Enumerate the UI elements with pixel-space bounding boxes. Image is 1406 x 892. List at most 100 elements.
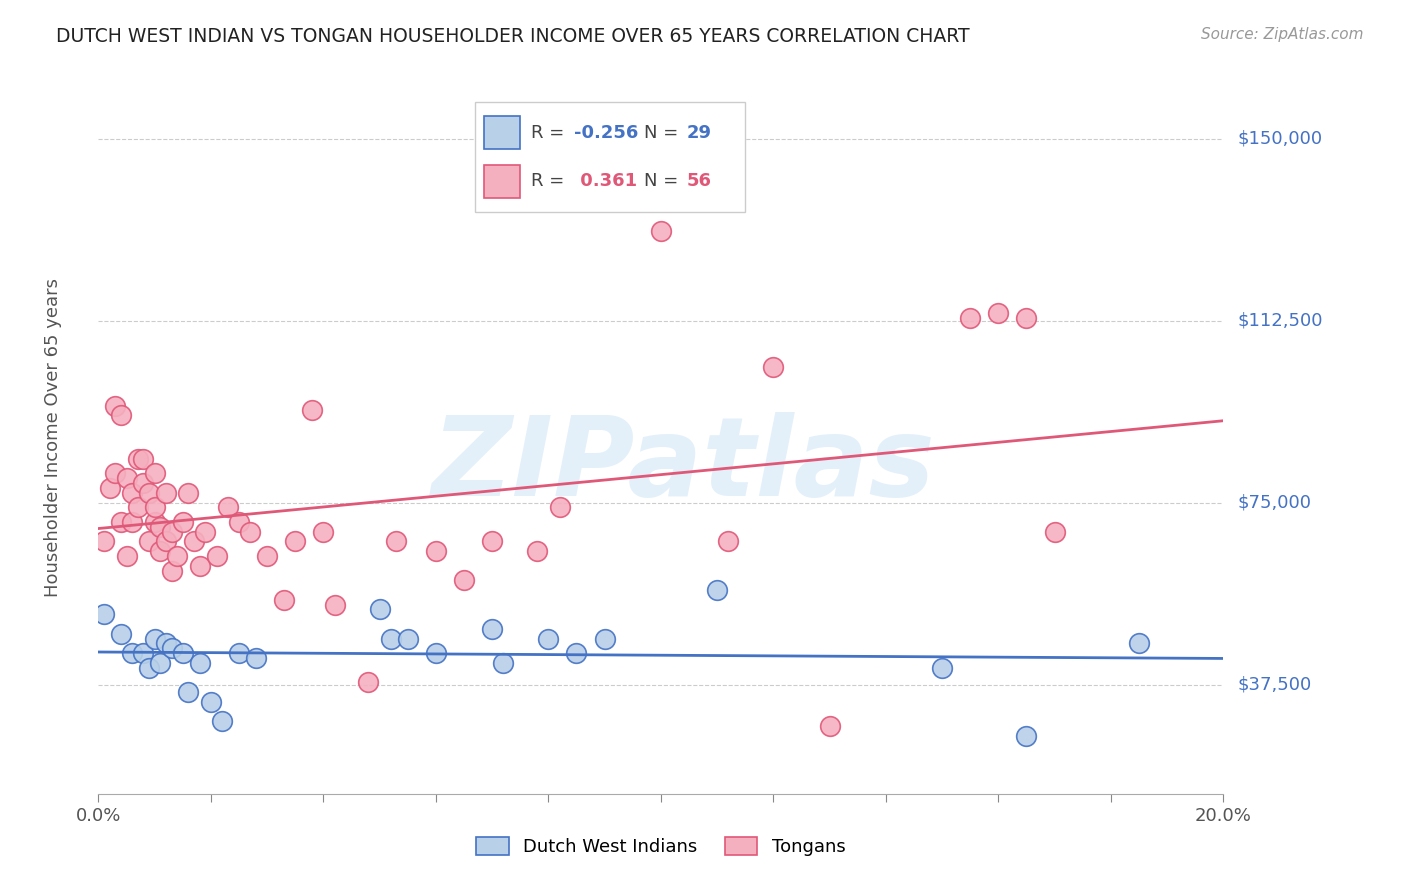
Text: DUTCH WEST INDIAN VS TONGAN HOUSEHOLDER INCOME OVER 65 YEARS CORRELATION CHART: DUTCH WEST INDIAN VS TONGAN HOUSEHOLDER … [56,27,970,45]
Point [138,661,160,675]
Text: R =: R = [531,172,571,190]
Point [565,646,588,660]
Point [650,224,672,238]
FancyBboxPatch shape [484,116,520,149]
Point [143,500,166,515]
Point [593,632,616,646]
Point [492,656,515,670]
Point [110,626,132,640]
Point [121,646,143,660]
Point [143,632,166,646]
FancyBboxPatch shape [484,165,520,198]
Text: $112,500: $112,500 [1237,311,1323,329]
Point [396,632,419,646]
Point [155,534,177,549]
Point [1015,311,1038,326]
Point [194,524,217,539]
Point [200,695,222,709]
Point [143,467,166,481]
Point [132,451,155,466]
Point [256,549,278,563]
Point [228,646,250,660]
Text: 29: 29 [686,124,711,142]
Point [987,306,1010,320]
Point [138,486,160,500]
Point [115,549,138,563]
Point [1128,636,1150,650]
Point [166,549,188,563]
Point [160,524,183,539]
Point [160,564,183,578]
Point [368,602,391,616]
Point [481,622,503,636]
Point [818,719,841,733]
Point [104,467,127,481]
Point [273,592,295,607]
Text: $150,000: $150,000 [1237,129,1322,147]
Point [155,636,177,650]
Point [177,486,200,500]
Point [110,515,132,529]
FancyBboxPatch shape [475,102,745,212]
Point [228,515,250,529]
Point [526,544,548,558]
Point [127,451,149,466]
Point [132,646,155,660]
Point [762,359,785,374]
Point [931,661,953,675]
Point [143,515,166,529]
Text: Householder Income Over 65 years: Householder Income Over 65 years [45,277,62,597]
Point [301,403,323,417]
Point [172,646,194,660]
Point [959,311,981,326]
Point [380,632,402,646]
Point [132,476,155,491]
Text: -0.256: -0.256 [574,124,638,142]
Point [104,399,127,413]
Point [115,471,138,485]
Point [217,500,239,515]
Point [98,481,121,495]
Point [357,675,380,690]
Point [211,714,233,728]
Point [160,641,183,656]
Point [149,544,172,558]
Point [205,549,228,563]
Point [385,534,408,549]
Text: Source: ZipAtlas.com: Source: ZipAtlas.com [1201,27,1364,42]
Point [706,582,728,597]
Point [149,520,172,534]
Text: 0.361: 0.361 [574,172,637,190]
Point [93,534,115,549]
Point [537,632,560,646]
Point [138,534,160,549]
Point [284,534,307,549]
Point [245,651,267,665]
Text: N =: N = [644,172,683,190]
Point [312,524,335,539]
Legend: Dutch West Indians, Tongans: Dutch West Indians, Tongans [470,830,852,863]
Point [548,500,571,515]
Point [110,409,132,423]
Point [93,607,115,622]
Point [481,534,503,549]
Point [425,544,447,558]
Point [188,656,211,670]
Point [121,515,143,529]
Point [121,486,143,500]
Text: 56: 56 [686,172,711,190]
Point [177,685,200,699]
Point [717,534,740,549]
Point [239,524,262,539]
Text: N =: N = [644,124,683,142]
Text: $37,500: $37,500 [1237,675,1312,694]
Point [1043,524,1066,539]
Text: $75,000: $75,000 [1237,493,1312,512]
Point [127,500,149,515]
Text: ZIPatlas: ZIPatlas [432,412,935,519]
Point [1015,729,1038,743]
Point [155,486,177,500]
Point [183,534,205,549]
Point [188,558,211,573]
Text: R =: R = [531,124,571,142]
